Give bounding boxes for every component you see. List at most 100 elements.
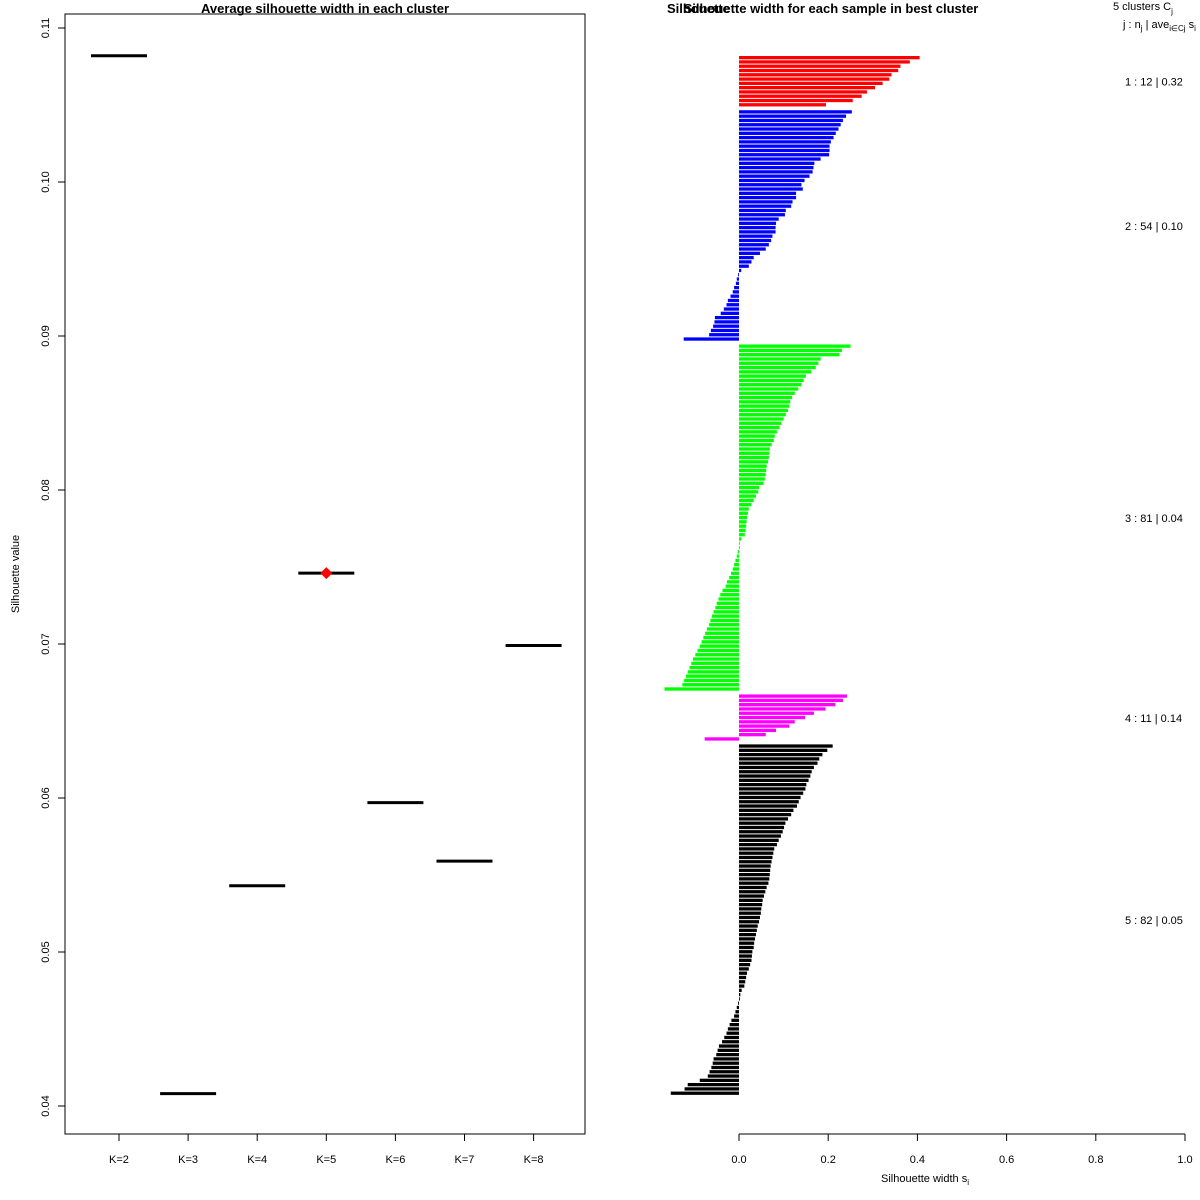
cluster-3-bar — [739, 524, 747, 528]
cluster-5-bar — [712, 1061, 739, 1065]
cluster-2-bar — [739, 268, 742, 273]
right-x-tick-label: 0.4 — [910, 1154, 925, 1166]
cluster-3-bar — [739, 498, 754, 503]
cluster-5-bar — [739, 770, 812, 774]
left-x-tick-label: K=6 — [385, 1154, 405, 1166]
cluster-4-bar — [739, 711, 814, 715]
cluster-5-bar — [739, 860, 772, 864]
cluster-3-bar — [691, 661, 739, 665]
cluster-3-bar — [685, 674, 739, 678]
cluster-4-bar — [704, 737, 739, 741]
cluster-5-bar — [739, 765, 814, 770]
cluster-3-bar — [739, 468, 767, 473]
cluster-5-bar — [739, 804, 797, 808]
cluster-2-bar — [739, 178, 805, 183]
cluster-5-bar — [739, 911, 761, 915]
cluster-5-bar — [735, 1010, 739, 1014]
cluster-3-bar — [713, 610, 739, 614]
cluster-2-bar — [739, 131, 836, 135]
cluster-5-bar — [739, 924, 758, 928]
cluster-3-bar — [718, 597, 739, 601]
cluster-2-bar — [739, 165, 814, 170]
cluster-5-bar — [734, 1014, 739, 1018]
cluster-3-bar — [739, 460, 768, 464]
cluster-4-bar — [739, 724, 790, 728]
cluster-3-bar — [710, 618, 739, 623]
cluster-3-bar — [739, 391, 795, 395]
cluster-5-bar — [687, 1082, 739, 1087]
cluster-3-bar — [684, 678, 739, 683]
cluster-3-bar — [739, 533, 745, 537]
cluster-5-bar — [739, 954, 752, 958]
cluster-4-bar — [739, 720, 795, 724]
cluster-2-bar — [734, 285, 739, 290]
cluster-3-bar — [730, 571, 739, 575]
cluster-3-bar — [732, 567, 739, 571]
cluster-5-bar — [711, 1065, 739, 1070]
legend-header-clusters-sub: j — [1170, 7, 1173, 16]
cluster-3-bar — [739, 503, 752, 507]
cluster-5-bar — [724, 1035, 739, 1040]
cluster-5-bar — [718, 1044, 739, 1048]
cluster-legend: 1 : 12 | 0.32 2 : 54 | 0.10 3 : 81 | 0.04 4… — [1125, 77, 1183, 927]
cluster-2-bar — [739, 221, 777, 225]
cluster-3-bar — [739, 485, 760, 490]
silhouette-bars — [664, 56, 920, 1095]
cluster-5-bar — [739, 778, 809, 782]
cluster-2-bar — [739, 140, 831, 144]
cluster-5-bar — [739, 945, 754, 950]
legend-cluster-4: 4 : 11 | 0.14 — [1125, 713, 1182, 725]
cluster-3-bar — [739, 451, 770, 455]
cluster-5-bar — [739, 830, 783, 834]
cluster-5-bar — [739, 877, 770, 881]
cluster-3-bar — [739, 378, 804, 383]
cluster-4-bar — [739, 707, 826, 711]
cluster-2-bar — [713, 324, 739, 328]
cluster-3-bar — [739, 455, 769, 460]
cluster-5-bar — [722, 1040, 739, 1044]
cluster-1-bar — [739, 81, 883, 86]
cluster-2-bar — [739, 174, 810, 178]
cluster-5-bar — [738, 1001, 739, 1005]
cluster-1-bar — [739, 90, 868, 94]
cluster-3-bar — [739, 357, 821, 361]
cluster-3-bar — [709, 623, 739, 627]
cluster-5-bar — [716, 1052, 739, 1057]
cluster-3-bar — [695, 653, 739, 657]
right-x-tick-label: 0.6 — [999, 1154, 1014, 1166]
cluster-5-bar — [739, 782, 807, 787]
cluster-3-bar — [739, 481, 764, 485]
cluster-5-bar — [684, 1087, 739, 1091]
cluster-5-bar — [739, 847, 775, 851]
legend-header-col-b-sub: i∈Cj — [1169, 24, 1186, 33]
cluster-5-bar — [739, 872, 770, 877]
left-x-tick-label: K=7 — [455, 1154, 475, 1166]
cluster-3-bar — [739, 528, 746, 533]
cluster-3-bar — [689, 665, 739, 670]
cluster-1-bar — [739, 73, 892, 77]
legend-header-clusters-main: 5 clusters C — [1113, 1, 1171, 13]
cluster-3-bar — [739, 421, 782, 425]
cluster-5-bar — [739, 920, 760, 924]
cluster-5-bar — [729, 1022, 739, 1027]
cluster-5-bar — [739, 980, 746, 984]
cluster-5-bar — [709, 1070, 739, 1074]
cluster-2-bar — [739, 118, 843, 123]
cluster-5-bar — [736, 1005, 739, 1010]
cluster-3-bar — [729, 575, 739, 580]
right-x-axis: 0.0 0.2 0.4 0.6 0.8 1.0 — [731, 1133, 1193, 1166]
cluster-2-bar — [739, 170, 813, 174]
cluster-3-bar — [739, 545, 740, 550]
cluster-5-bar — [739, 757, 820, 761]
cluster-5-bar — [731, 1018, 739, 1022]
cluster-2-bar — [683, 337, 739, 341]
right-x-tick-label: 0.0 — [731, 1154, 746, 1166]
cluster-5-bar — [739, 967, 749, 971]
cluster-3-bar — [703, 635, 739, 640]
cluster-2-bar — [739, 243, 769, 247]
cluster-2-bar — [727, 298, 739, 303]
cluster-2-bar — [739, 213, 785, 217]
cluster-2-bar — [735, 281, 739, 285]
cluster-2-bar — [736, 277, 739, 281]
cluster-5-bar — [739, 971, 748, 975]
